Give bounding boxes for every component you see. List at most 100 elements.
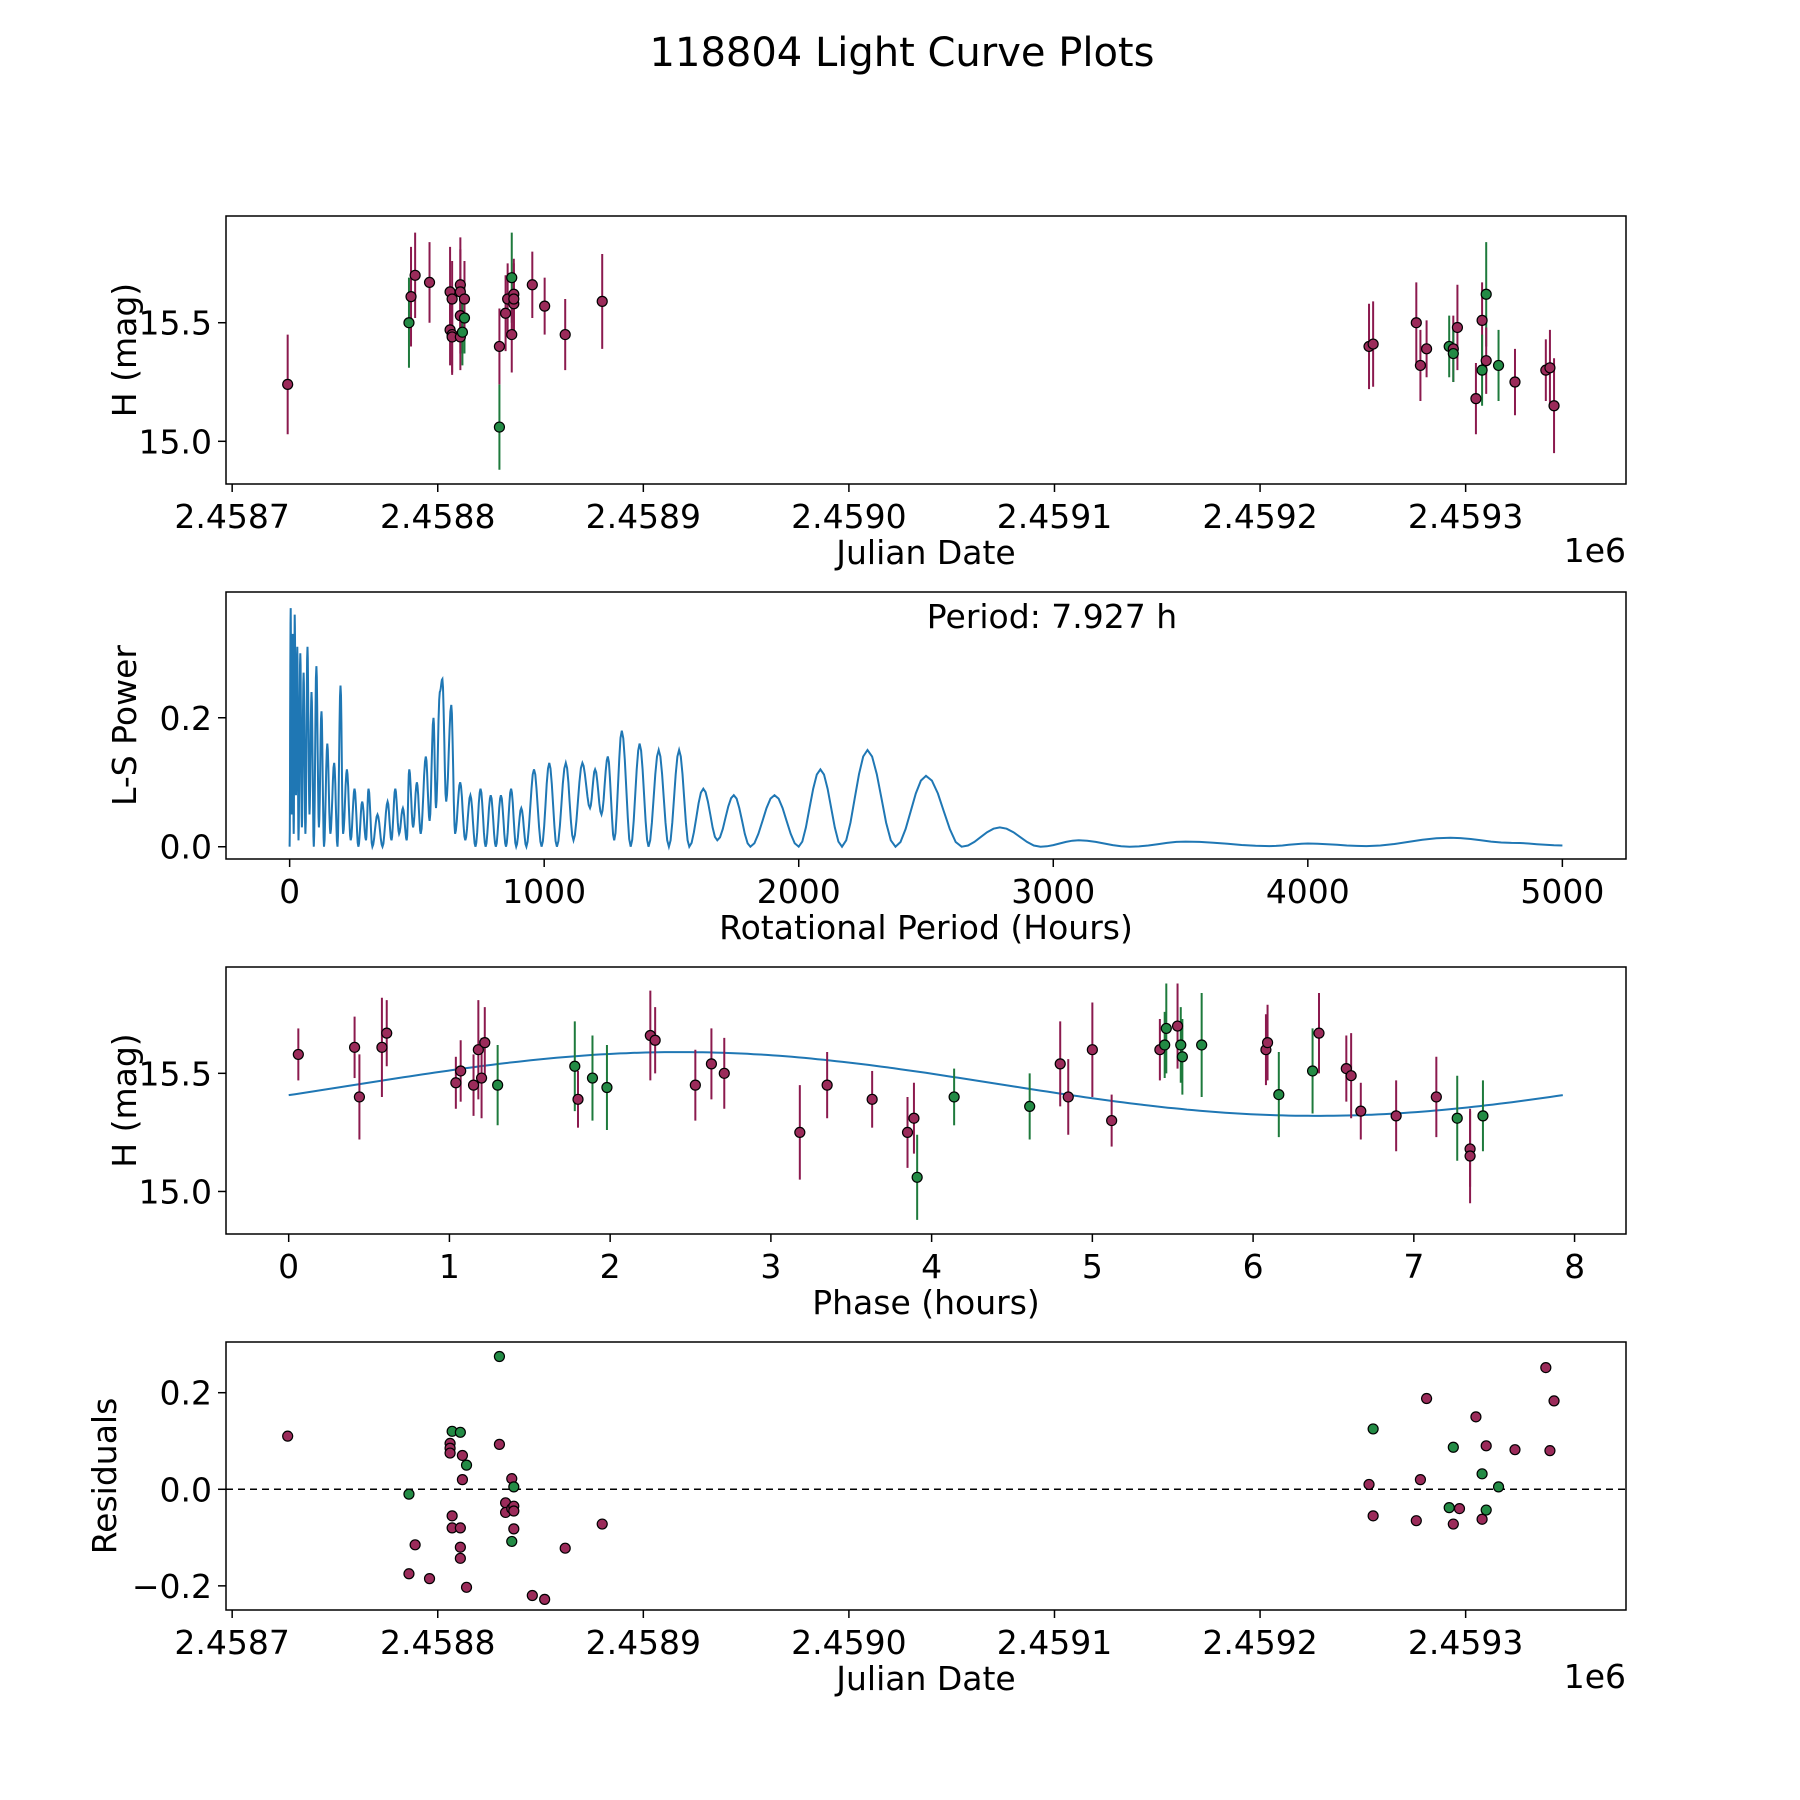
y-axis-label: H (mag) <box>105 283 144 417</box>
data-point <box>901 1126 914 1138</box>
data-point <box>1171 1020 1184 1032</box>
data-point <box>376 1041 388 1053</box>
x-tick-label: 2000 <box>757 872 841 911</box>
data-point <box>539 1593 551 1605</box>
data-point <box>1477 1110 1489 1122</box>
x-tick-label: 2.4588 <box>380 1623 495 1662</box>
data-point <box>649 1034 661 1046</box>
data-point <box>821 1079 833 1091</box>
x-tick-label: 2.4587 <box>174 497 289 536</box>
data-point <box>1414 359 1427 372</box>
y-axis-label: L-S Power <box>105 645 144 806</box>
x-tick-label: 0 <box>278 1247 299 1286</box>
data-point <box>1451 321 1464 334</box>
data-point <box>1086 1044 1098 1056</box>
data-point <box>506 1535 518 1548</box>
lightcurve-panel: 2.4587 2.4588 2.4589 2.4590 2.4591 2.4592 2.45… <box>105 215 1627 572</box>
period-annotation: Period: 7.927 h <box>927 597 1177 636</box>
data-point <box>1447 347 1459 360</box>
data-point <box>526 1589 538 1602</box>
y-tick-label: 0.0 <box>160 828 212 867</box>
data-point <box>458 293 471 305</box>
phase-plot-area <box>288 983 1563 1220</box>
data-point <box>1345 1070 1357 1082</box>
x-offset-label: 1e6 <box>1564 531 1626 570</box>
data-point <box>456 326 469 338</box>
data-point <box>460 1459 473 1471</box>
data-point <box>444 1447 456 1459</box>
data-point <box>460 1581 473 1593</box>
data-point <box>1410 1515 1422 1527</box>
data-point <box>454 1426 466 1438</box>
data-point <box>1054 1058 1066 1070</box>
data-point <box>1273 1088 1285 1101</box>
data-point <box>596 1518 608 1530</box>
data-point <box>1464 1150 1476 1162</box>
y-tick-label: −0.2 <box>132 1567 212 1606</box>
y-tick-label: 15.0 <box>139 422 212 461</box>
phase-axes-frame <box>225 966 1627 1235</box>
data-point <box>508 1481 520 1493</box>
residuals-plot-area <box>226 1350 1626 1605</box>
lightcurve-plot-area <box>282 232 1560 470</box>
data-point <box>1480 1440 1492 1452</box>
x-tick-label: 2.4587 <box>174 1623 289 1662</box>
periodogram-panel: 0 1000 2000 3000 4000 5000 0.0 0.2 Rotational Pe… <box>105 591 1627 947</box>
x-tick-label: 2.4591 <box>997 497 1112 536</box>
data-point <box>1176 1051 1188 1063</box>
x-tick-label: 8 <box>1564 1247 1585 1286</box>
data-point <box>1306 1065 1319 1077</box>
data-point <box>1476 364 1488 376</box>
y-tick-label: 15.5 <box>139 304 212 343</box>
data-point <box>506 328 518 341</box>
data-point <box>348 1041 361 1053</box>
data-point <box>1367 1510 1379 1522</box>
data-point <box>1159 1039 1171 1051</box>
x-tick-label: 3000 <box>1011 872 1095 911</box>
data-point <box>1160 1022 1172 1035</box>
data-point <box>1544 362 1556 374</box>
data-point <box>1492 359 1505 372</box>
data-point <box>1470 393 1482 405</box>
data-point <box>1509 1444 1521 1456</box>
residuals-panel: 2.4587 2.4588 2.4589 2.4590 2.4591 2.4592 2.45… <box>85 1341 1627 1698</box>
x-tick-label: 4000 <box>1266 872 1350 911</box>
y-axis-label: Residuals <box>85 1398 124 1555</box>
x-offset-label: 1e6 <box>1564 1657 1626 1696</box>
data-point <box>475 1072 488 1084</box>
data-point <box>689 1079 701 1091</box>
data-point <box>1024 1100 1036 1113</box>
data-point <box>1492 1481 1505 1493</box>
data-point <box>1420 1392 1433 1405</box>
data-point <box>866 1093 878 1105</box>
periodogram-line <box>288 608 1563 851</box>
data-point <box>1261 1037 1274 1049</box>
data-point <box>479 1037 491 1049</box>
x-tick-label: 2.4591 <box>997 1623 1112 1662</box>
data-point <box>1480 1504 1492 1516</box>
data-point <box>450 1077 462 1089</box>
x-tick-label: 2.4592 <box>1202 1623 1317 1662</box>
data-point <box>493 1350 506 1363</box>
data-point <box>794 1126 806 1138</box>
y-tick-label: 0.2 <box>160 699 212 738</box>
data-point <box>948 1091 960 1103</box>
x-tick-label: 4 <box>921 1247 942 1286</box>
data-point <box>1548 400 1560 412</box>
data-point <box>572 1093 584 1105</box>
data-point <box>1544 1445 1556 1457</box>
data-point <box>539 300 551 312</box>
data-point <box>1476 1468 1488 1480</box>
data-point <box>492 1079 504 1091</box>
data-point <box>586 1072 599 1084</box>
data-point <box>1410 317 1422 329</box>
data-point <box>911 1171 923 1183</box>
x-tick-label: 2.4593 <box>1408 497 1523 536</box>
y-tick-label: 15.5 <box>139 1054 212 1093</box>
data-point <box>1390 1110 1402 1122</box>
x-axis-label: Rotational Period (Hours) <box>719 908 1133 947</box>
data-point <box>493 1438 506 1450</box>
data-point <box>508 293 520 305</box>
x-tick-label: 0 <box>279 872 300 911</box>
data-point <box>454 1541 466 1553</box>
